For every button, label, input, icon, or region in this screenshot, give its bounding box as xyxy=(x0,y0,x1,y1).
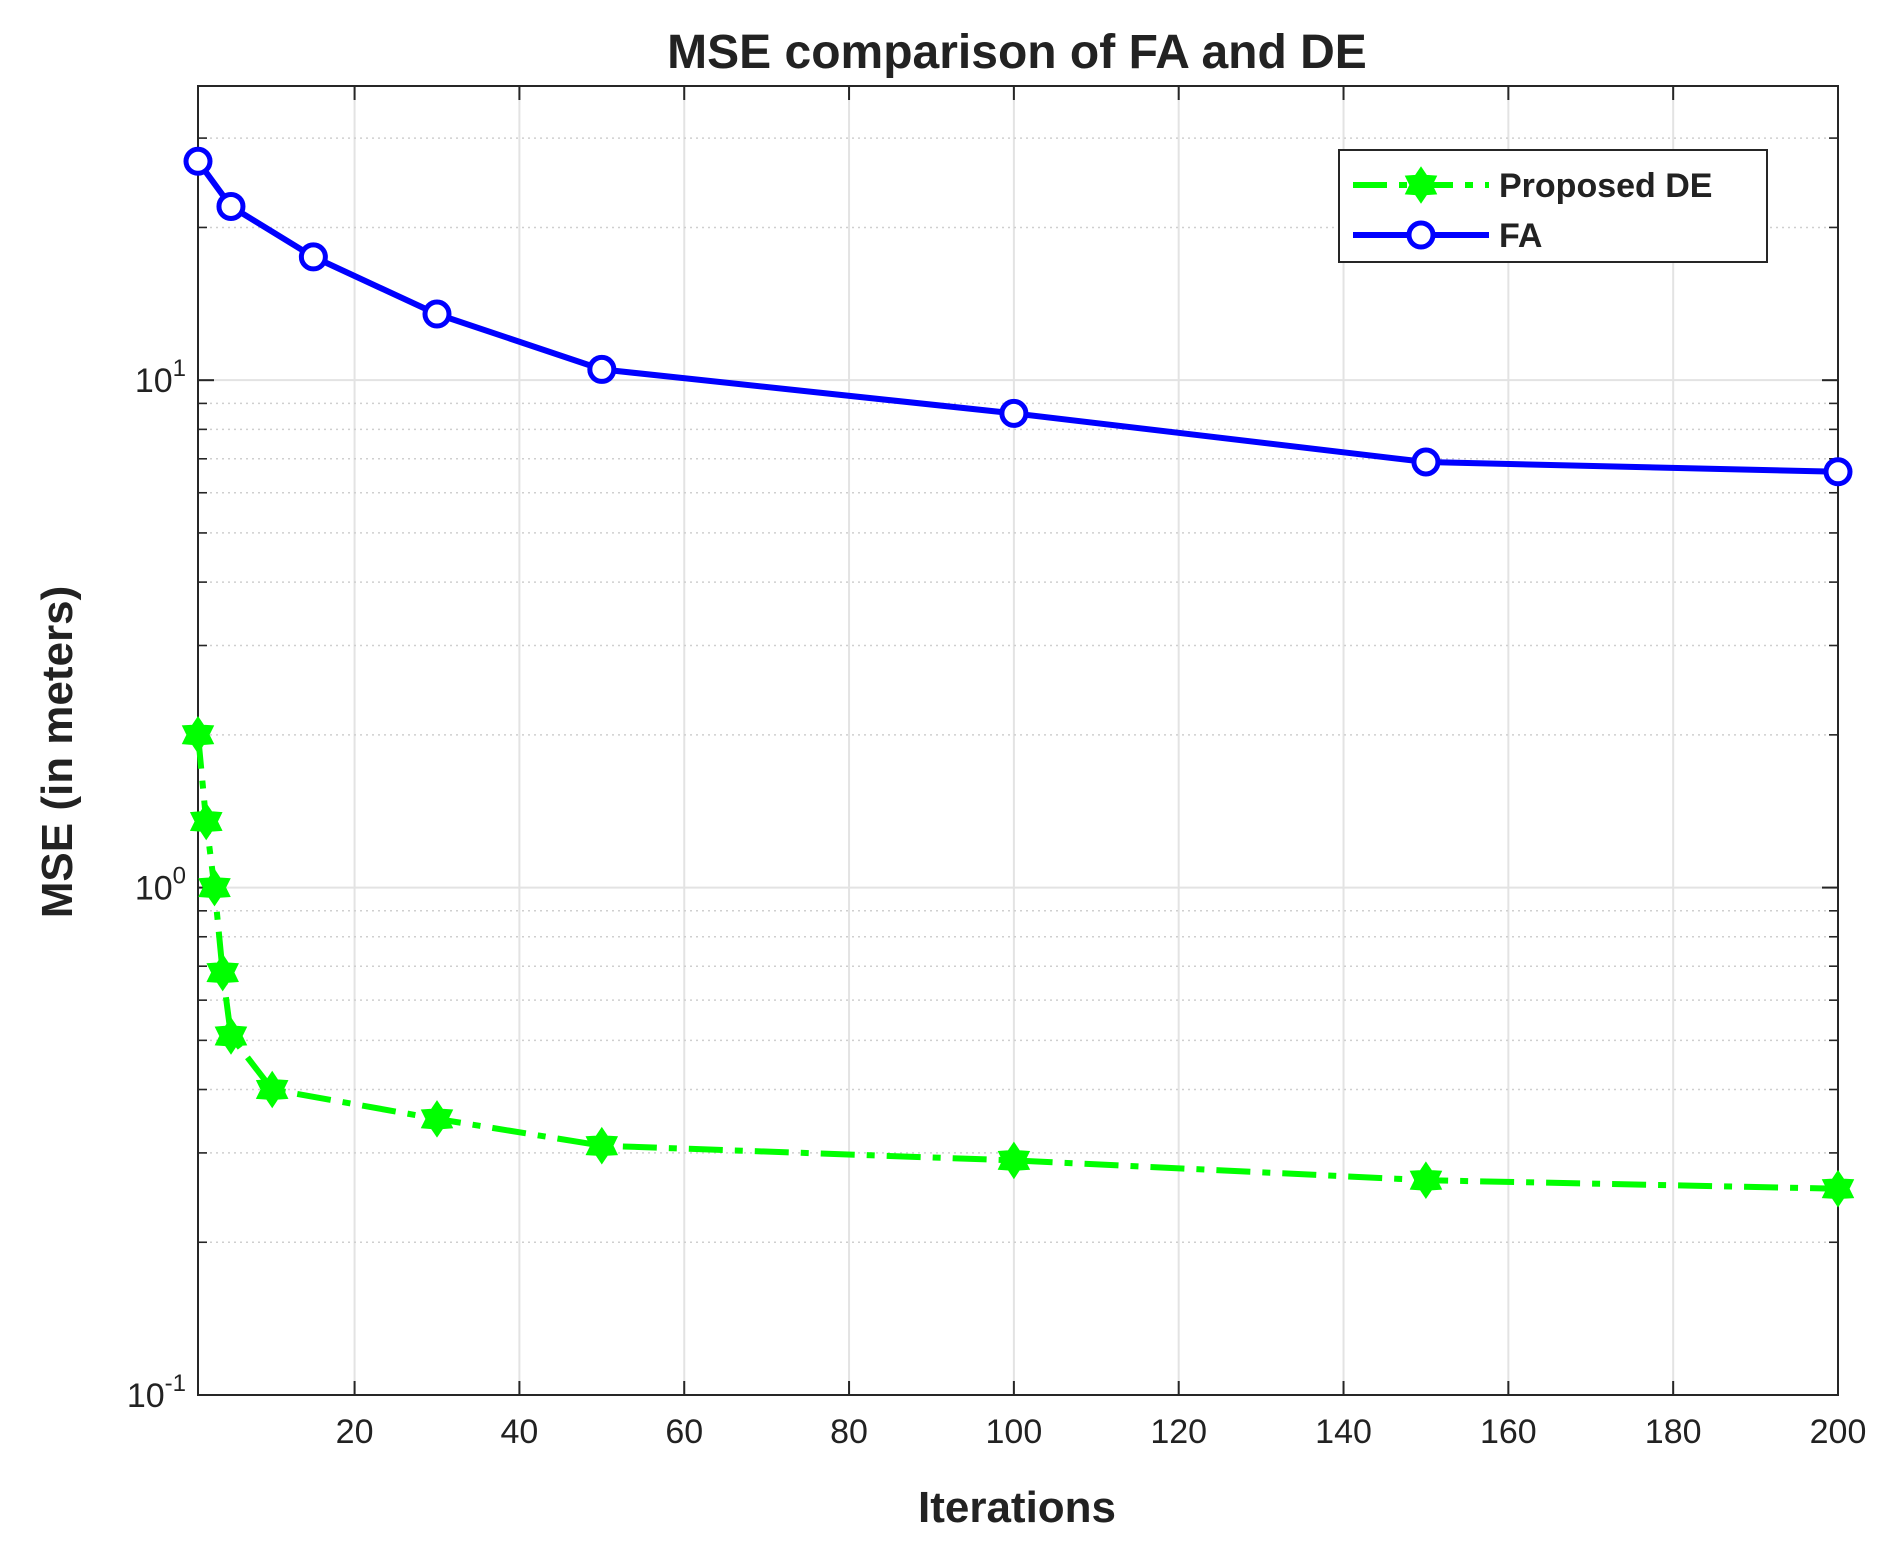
series-point xyxy=(585,1126,619,1165)
y-tick-label-base: 10 xyxy=(127,1377,165,1415)
x-tick-label: 180 xyxy=(1645,1413,1702,1451)
x-tick-label: 20 xyxy=(336,1413,374,1451)
series-point xyxy=(997,1141,1031,1180)
x-tick-label: 200 xyxy=(1810,1413,1867,1451)
series-point xyxy=(1409,1161,1443,1199)
y-tick-label-base: 10 xyxy=(135,362,173,400)
series-0-group xyxy=(181,716,1855,1208)
series-point xyxy=(255,1070,289,1109)
x-tick-label: 120 xyxy=(1150,1413,1207,1451)
series-point xyxy=(420,1100,454,1138)
x-tick-label: 160 xyxy=(1480,1413,1537,1451)
y-tick-label: 100 xyxy=(135,863,186,908)
series-point xyxy=(214,1017,248,1055)
series-point xyxy=(216,191,246,221)
series-point xyxy=(1821,1169,1855,1208)
series-point xyxy=(206,953,239,992)
series-point xyxy=(1411,447,1441,477)
legend-label: FA xyxy=(1499,217,1542,255)
series-point xyxy=(189,802,223,841)
series-point xyxy=(1823,457,1853,487)
series-point xyxy=(183,146,213,176)
series-point xyxy=(422,299,452,329)
series-point xyxy=(298,242,328,272)
legend: Proposed DE FA xyxy=(1338,149,1768,263)
x-tick-label: 60 xyxy=(665,1413,703,1451)
series-point xyxy=(181,716,215,754)
x-tick-label: 80 xyxy=(830,1413,868,1451)
series-line xyxy=(195,159,1839,475)
y-tick-label-exponent: 0 xyxy=(173,863,186,890)
y-tick-label-base: 10 xyxy=(135,870,173,908)
series-point xyxy=(587,354,617,384)
series-point xyxy=(999,398,1029,428)
y-tick-label: 101 xyxy=(135,355,186,400)
legend-marker xyxy=(1404,166,1438,204)
y-tick-label-exponent: -1 xyxy=(165,1370,186,1397)
x-tick-label: 40 xyxy=(500,1413,538,1451)
x-tick-label: 140 xyxy=(1315,1413,1372,1451)
series-line xyxy=(195,734,1839,1192)
y-tick-label-exponent: 1 xyxy=(173,355,186,382)
x-tick-label: 100 xyxy=(986,1413,1043,1451)
chart-title: MSE comparison of FA and DE xyxy=(667,26,1367,79)
series-point xyxy=(198,868,231,907)
plot-background xyxy=(198,86,1838,1395)
y-tick-label: 10-1 xyxy=(127,1370,186,1415)
y-axis-title: MSE (in meters) xyxy=(33,586,82,919)
series-1-group xyxy=(183,146,1853,487)
plot-area: 20 40 60 80 100 120 140 160 180 20010110010-1Prop… xyxy=(127,85,1867,1451)
legend-marker xyxy=(1406,220,1436,250)
legend-label: Proposed DE xyxy=(1499,167,1712,205)
x-axis-title: Iterations xyxy=(918,1483,1116,1532)
